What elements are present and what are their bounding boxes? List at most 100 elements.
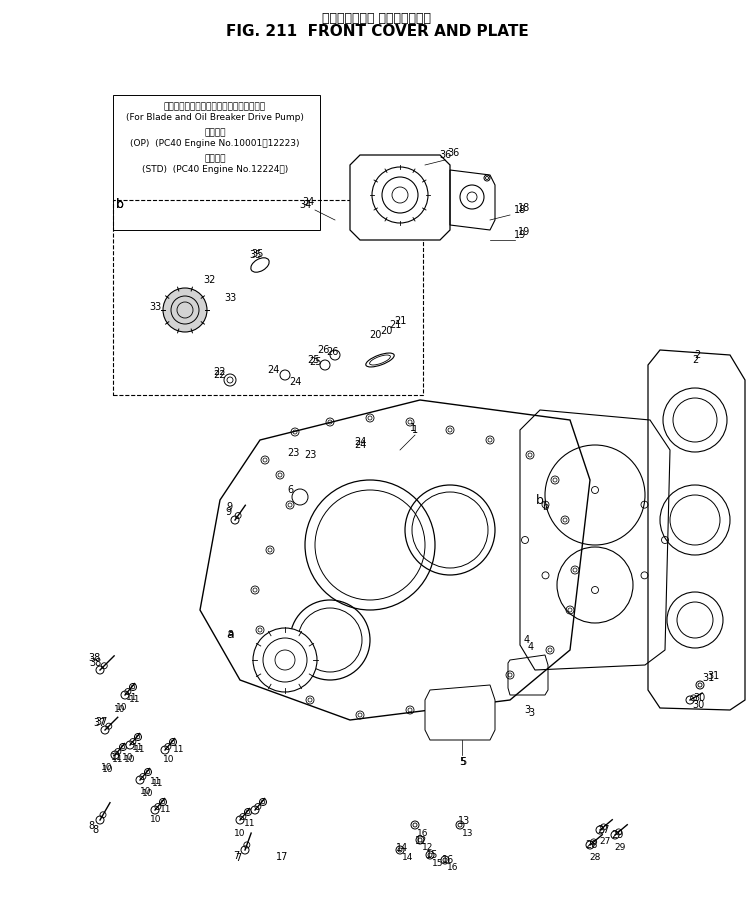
Text: 18: 18	[518, 203, 530, 213]
Text: 35: 35	[249, 250, 261, 260]
Text: 20: 20	[380, 326, 392, 336]
Text: 22: 22	[213, 370, 226, 380]
Text: 4: 4	[524, 635, 530, 645]
Text: 4: 4	[528, 642, 534, 652]
Text: (STD)  (PC40 Engine No.12224－): (STD) (PC40 Engine No.12224－)	[142, 166, 288, 175]
Text: 30: 30	[692, 700, 704, 710]
Circle shape	[236, 816, 244, 824]
Circle shape	[136, 776, 144, 784]
Text: 10: 10	[143, 789, 154, 798]
Circle shape	[101, 726, 109, 734]
Text: 7: 7	[235, 853, 241, 863]
Text: ブレードおよび油圧ブレーカ駆動ポンプ用: ブレードおよび油圧ブレーカ駆動ポンプ用	[164, 103, 266, 112]
Polygon shape	[350, 155, 450, 240]
Text: 3: 3	[524, 705, 530, 715]
Text: 8: 8	[88, 821, 94, 831]
Text: a: a	[226, 628, 234, 641]
Text: 3: 3	[528, 708, 534, 718]
Text: 11: 11	[173, 746, 185, 755]
Text: 17: 17	[276, 852, 288, 862]
Text: (OP)  (PC40 Engine No.10001～12223): (OP) (PC40 Engine No.10001～12223)	[130, 139, 300, 148]
Text: 11: 11	[126, 693, 138, 703]
Circle shape	[151, 806, 159, 814]
Circle shape	[121, 691, 129, 699]
Text: 11: 11	[132, 744, 144, 753]
Text: 6: 6	[287, 485, 293, 495]
Text: FIG. 211  FRONT COVER AND PLATE: FIG. 211 FRONT COVER AND PLATE	[225, 25, 529, 39]
Circle shape	[96, 666, 104, 674]
Text: 1: 1	[412, 425, 418, 435]
Text: 38: 38	[88, 653, 100, 663]
Text: 24: 24	[354, 437, 366, 447]
Text: 36: 36	[439, 150, 451, 160]
Text: 13: 13	[462, 828, 474, 837]
Text: 10: 10	[140, 787, 152, 795]
Text: 28: 28	[585, 840, 597, 850]
Text: フロントカバー およびプレート: フロントカバー およびプレート	[323, 12, 431, 25]
Text: 18: 18	[514, 205, 526, 215]
Text: 16: 16	[417, 828, 429, 837]
Text: 30: 30	[693, 693, 705, 703]
Text: b: b	[116, 199, 124, 212]
Text: 25: 25	[307, 355, 319, 365]
Text: 11: 11	[152, 779, 164, 788]
Text: 2: 2	[692, 355, 698, 365]
Text: 11: 11	[134, 746, 146, 755]
Text: 12: 12	[415, 836, 428, 846]
Text: 10: 10	[164, 756, 175, 765]
Text: 9: 9	[225, 507, 231, 517]
Text: 15: 15	[432, 858, 444, 867]
Text: 10: 10	[234, 828, 246, 837]
Text: 23: 23	[304, 450, 316, 460]
Circle shape	[231, 516, 239, 524]
Text: 12: 12	[422, 844, 434, 853]
Text: 10: 10	[124, 756, 136, 765]
Text: 20: 20	[369, 330, 382, 340]
Circle shape	[161, 746, 169, 754]
Text: 適用号機: 適用号機	[204, 128, 225, 137]
Text: 34: 34	[302, 197, 314, 207]
Text: 10: 10	[103, 766, 114, 775]
Text: 10: 10	[101, 764, 113, 772]
Circle shape	[96, 816, 104, 824]
Text: 29: 29	[615, 843, 626, 852]
Text: 2: 2	[694, 350, 700, 360]
Text: a: a	[227, 628, 233, 638]
Text: 22: 22	[213, 367, 226, 377]
Circle shape	[253, 628, 317, 692]
Text: 24: 24	[267, 365, 279, 375]
Text: 34: 34	[299, 200, 311, 210]
Bar	[113, 200, 423, 395]
Text: 10: 10	[115, 705, 126, 714]
Text: 16: 16	[442, 855, 454, 865]
Circle shape	[611, 831, 619, 839]
Text: 37: 37	[96, 717, 108, 727]
Text: 11: 11	[112, 756, 124, 765]
Text: 27: 27	[599, 837, 611, 846]
Circle shape	[163, 288, 207, 332]
Circle shape	[111, 751, 119, 759]
Text: 14: 14	[403, 854, 414, 863]
Text: 23: 23	[287, 448, 299, 458]
Text: 33: 33	[149, 302, 161, 312]
Text: 25: 25	[308, 357, 321, 367]
Circle shape	[586, 841, 594, 849]
Text: 33: 33	[224, 293, 236, 303]
Text: 21: 21	[389, 320, 401, 330]
Text: 13: 13	[458, 816, 470, 826]
Text: 21: 21	[394, 316, 406, 326]
Text: 27: 27	[596, 825, 609, 835]
Text: 36: 36	[447, 148, 459, 158]
Text: b: b	[542, 502, 548, 512]
Text: 7: 7	[233, 851, 239, 861]
Circle shape	[126, 741, 134, 749]
Text: 24: 24	[289, 377, 301, 387]
Text: 9: 9	[226, 502, 232, 512]
Text: 28: 28	[590, 853, 601, 862]
Text: 11: 11	[112, 754, 123, 762]
Text: 11: 11	[129, 695, 141, 704]
Text: 10: 10	[116, 703, 127, 713]
Polygon shape	[200, 400, 590, 720]
Text: 1: 1	[410, 423, 416, 433]
Text: 15: 15	[426, 850, 438, 860]
